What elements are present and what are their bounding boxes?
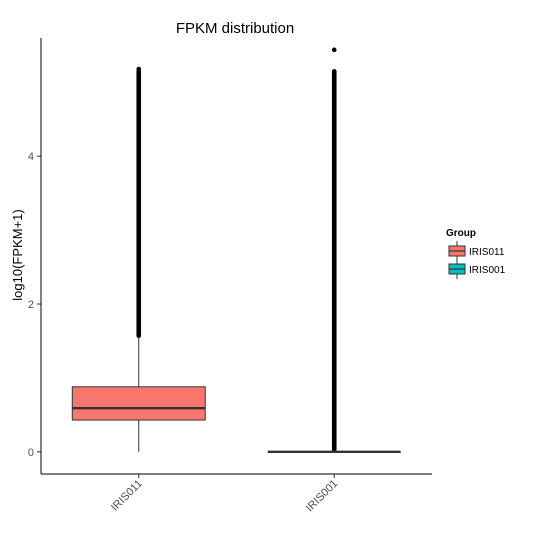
outlier-point xyxy=(136,85,142,91)
legend-label: IRIS011 xyxy=(469,247,505,258)
y-tick-label: 2 xyxy=(28,299,34,311)
legend-item-iris011: IRIS011 xyxy=(448,241,505,261)
outlier-points xyxy=(331,69,337,452)
plot-area xyxy=(71,47,401,454)
outlier-points xyxy=(136,69,142,339)
outlier-point xyxy=(136,66,142,72)
y-tick-label: 0 xyxy=(28,447,34,459)
x-tick-label: IRIS011 xyxy=(109,478,145,514)
y-tick-label: 4 xyxy=(28,151,34,163)
box-iris001 xyxy=(267,47,401,454)
x-tick-label: IRIS001 xyxy=(304,478,341,515)
legend-item-iris001: IRIS001 xyxy=(448,259,506,279)
legend-title: Group xyxy=(446,228,476,239)
y-axis-title: log10(FPKM+1) xyxy=(10,209,25,300)
x-axis-ticks: IRIS011 IRIS001 xyxy=(109,474,341,515)
legend: Group IRIS011 IRIS001 xyxy=(446,228,506,279)
legend-label: IRIS001 xyxy=(469,265,506,276)
outlier-point xyxy=(136,108,142,113)
outlier-point xyxy=(136,96,142,101)
chart-title: FPKM distribution xyxy=(176,20,294,37)
outlier-point xyxy=(331,47,337,53)
box-iris011 xyxy=(71,66,206,452)
box-iqr xyxy=(71,386,206,421)
outlier-point xyxy=(136,90,142,95)
y-axis-ticks: 0 2 4 xyxy=(28,151,41,459)
